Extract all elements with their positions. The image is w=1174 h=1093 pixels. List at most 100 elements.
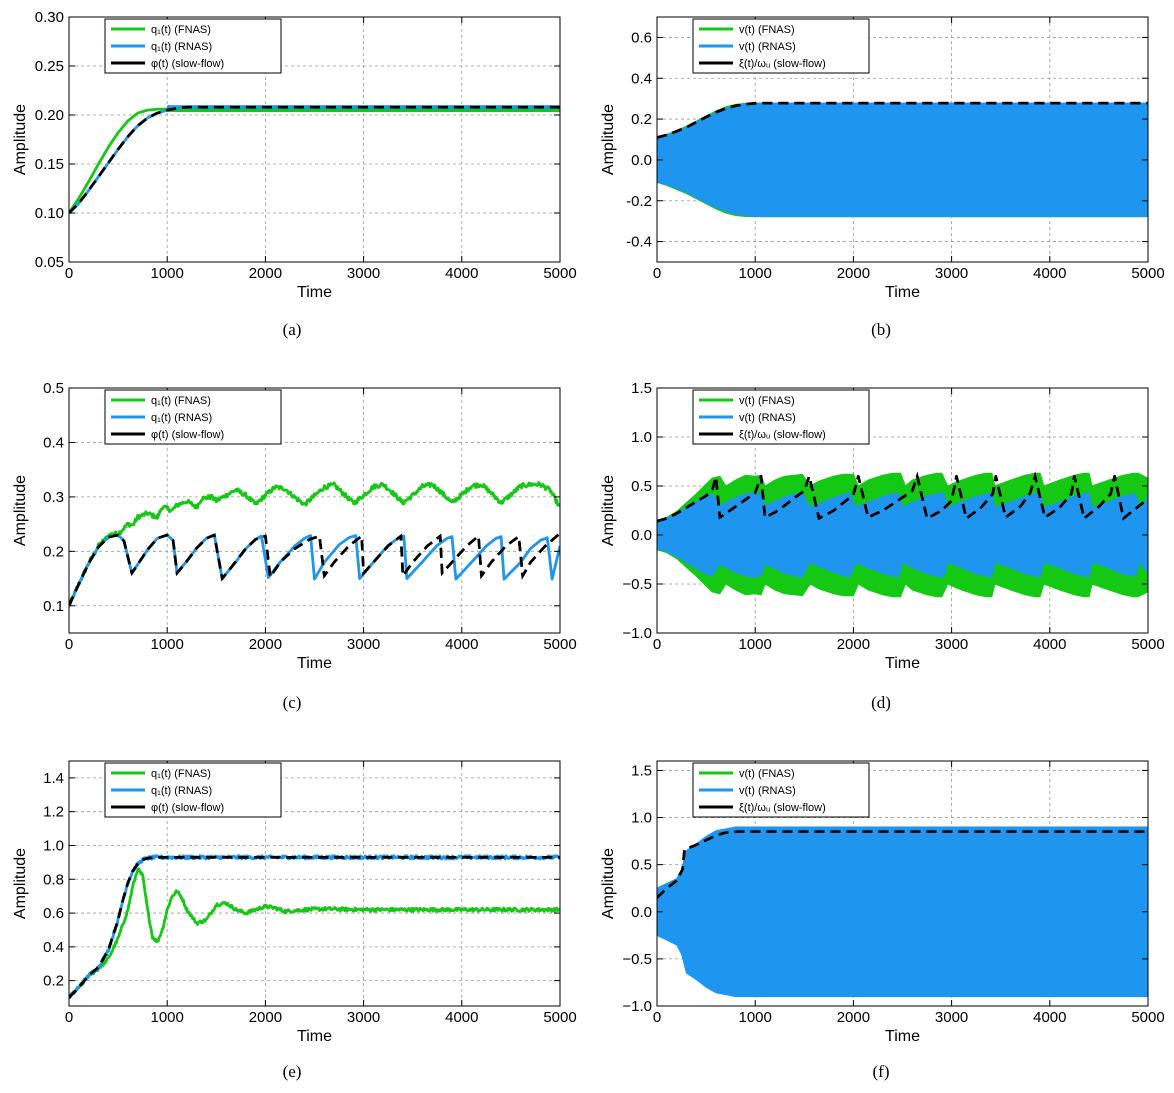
legend-label: v(t) (RNAS): [739, 41, 796, 53]
x-axis-label: Time: [885, 1028, 920, 1045]
y-tick-label: -0.2: [626, 193, 652, 210]
x-axis-label: Time: [297, 1028, 332, 1045]
x-tick-label: 1000: [739, 636, 772, 653]
y-tick-label: 1.5: [631, 762, 652, 779]
x-tick-label: 5000: [543, 636, 576, 653]
y-tick-label: 1.0: [631, 429, 652, 446]
x-tick-label: 4000: [1033, 265, 1066, 282]
x-tick-label: 0: [65, 265, 73, 282]
x-axis-label: Time: [885, 655, 920, 672]
y-tick-label: 1.4: [43, 770, 64, 787]
y-tick-label: 1.0: [631, 810, 652, 827]
x-tick-label: 2000: [837, 265, 870, 282]
caption-b: (b): [871, 320, 891, 339]
caption-d: (d): [871, 693, 891, 712]
legend-label: q₁(t) (RNAS): [151, 412, 212, 424]
grid-lines: [69, 17, 560, 262]
plot-frame: [68, 760, 561, 1007]
y-axis-label: Amplitude: [600, 104, 617, 175]
legend-label: q₁(t) (RNAS): [151, 41, 212, 53]
series-slowflow-overlay: [657, 830, 1148, 899]
y-tick-label: 0.25: [35, 58, 64, 75]
x-tick-label: 5000: [1131, 265, 1164, 282]
plot-area: [69, 105, 560, 214]
y-tick-label: 0.0: [631, 527, 652, 544]
series-fnas-line: [69, 867, 560, 999]
y-tick-label: 0.30: [35, 9, 64, 26]
x-tick-label: 0: [653, 636, 661, 653]
y-tick-label: 1.0: [43, 837, 64, 854]
legend-label: q₁(t) (FNAS): [151, 24, 211, 36]
caption-e: (e): [282, 1062, 302, 1081]
x-tick-label: 3000: [347, 265, 380, 282]
legend-label: v(t) (RNAS): [739, 785, 796, 797]
y-tick-label: 0.4: [631, 70, 652, 87]
series-rnas-envelope: [657, 826, 1148, 998]
y-tick-label: 0.2: [43, 973, 64, 990]
y-tick-label: 0.6: [43, 905, 64, 922]
legend-label: v(t) (FNAS): [739, 768, 795, 780]
series-slowflow-overlay: [657, 471, 1148, 523]
legend: v(t) (FNAS) v(t) (RNAS) ξ(t)/ωᵤ (slow-flow…: [692, 762, 870, 818]
legend-label: v(t) (RNAS): [739, 412, 796, 424]
chart-panel-d: 0 1000 2000 3000 4000 5000 −1.0 −0.5 0.0 0.5 1.0 1.…: [600, 380, 1165, 672]
y-tick-label: 0.2: [43, 543, 64, 560]
y-tick-label: 0.5: [631, 478, 652, 495]
y-tick-label: 0.4: [43, 939, 64, 956]
x-tick-label: 4000: [445, 265, 478, 282]
plot-area: [69, 854, 560, 999]
x-tick-label: 5000: [1131, 636, 1164, 653]
caption-c: (c): [282, 693, 302, 712]
x-tick-label: 3000: [935, 1009, 968, 1026]
y-tick-label: -0.4: [626, 234, 652, 251]
chart-panel-e: 0 1000 2000 3000 4000 5000 0.2 0.4 0.6 0.8 1.0 1.2 1…: [12, 760, 577, 1045]
x-axis-label: Time: [297, 284, 332, 301]
series-slowflow-overlay: [69, 105, 560, 214]
caption-f: (f): [872, 1062, 890, 1081]
series-rnas-envelope: [657, 492, 1148, 578]
plot-area: [69, 481, 560, 607]
legend: q₁(t) (FNAS) q₁(t) (RNAS) φ(t) (slow-flow): [104, 389, 282, 445]
x-tick-label: 4000: [1033, 1009, 1066, 1026]
chart-panel-c: 0 1000 2000 3000 4000 5000 0.1 0.2 0.3 0.4 0.5 Time…: [12, 380, 577, 672]
legend: v(t) (FNAS) v(t) (RNAS) ξ(t)/ωᵤ (slow-flow…: [692, 18, 870, 74]
x-tick-label: 3000: [347, 636, 380, 653]
y-tick-label: 0.5: [631, 857, 652, 874]
y-tick-label: 0.8: [43, 871, 64, 888]
legend: v(t) (FNAS) v(t) (RNAS) ξ(t)/ωᵤ (slow-flow…: [692, 389, 870, 445]
y-axis-label: Amplitude: [12, 475, 29, 546]
y-tick-label: 0.2: [631, 111, 652, 128]
x-tick-label: 4000: [445, 636, 478, 653]
legend: q₁(t) (FNAS) q₁(t) (RNAS) φ(t) (slow-flow): [104, 762, 282, 818]
legend-label: ξ(t)/ωᵤ (slow-flow): [739, 58, 826, 70]
x-tick-label: 0: [65, 1009, 73, 1026]
y-tick-label: 0.5: [43, 380, 64, 397]
series-slowflow-overlay: [69, 856, 560, 999]
y-tick-label: 0.10: [35, 205, 64, 222]
x-tick-label: 3000: [935, 636, 968, 653]
legend-label: v(t) (FNAS): [739, 395, 795, 407]
series-slowflow-overlay: [657, 101, 1148, 139]
grid-lines: [69, 388, 560, 633]
x-tick-label: 5000: [543, 1009, 576, 1026]
series-fnas-band: [167, 107, 560, 113]
x-tick-label: 2000: [837, 636, 870, 653]
x-tick-label: 5000: [1131, 1009, 1164, 1026]
y-tick-label: 0.15: [35, 156, 64, 173]
y-tick-label: 0.20: [35, 107, 64, 124]
legend-label: ξ(t)/ωᵤ (slow-flow): [739, 802, 826, 814]
x-tick-label: 1000: [739, 1009, 772, 1026]
series-fnas-line: [69, 481, 560, 607]
x-tick-label: 0: [65, 636, 73, 653]
plot-frame: [68, 387, 561, 634]
y-axis-label: Amplitude: [12, 848, 29, 919]
x-tick-label: 4000: [445, 1009, 478, 1026]
legend-label: ξ(t)/ωᵤ (slow-flow): [739, 429, 826, 441]
legend-label: q₁(t) (FNAS): [151, 768, 211, 780]
grid-lines: [69, 761, 560, 1006]
plot-frame: [68, 16, 561, 263]
chart-panel-a: 0 1000 2000 3000 4000 5000 0.05 0.10 0.15 0.20 0.2…: [12, 9, 577, 301]
chart-panel-b: 0 1000 2000 3000 4000 5000 -0.4 -0.2 0.0 0.2 0.4 0.…: [600, 16, 1165, 301]
